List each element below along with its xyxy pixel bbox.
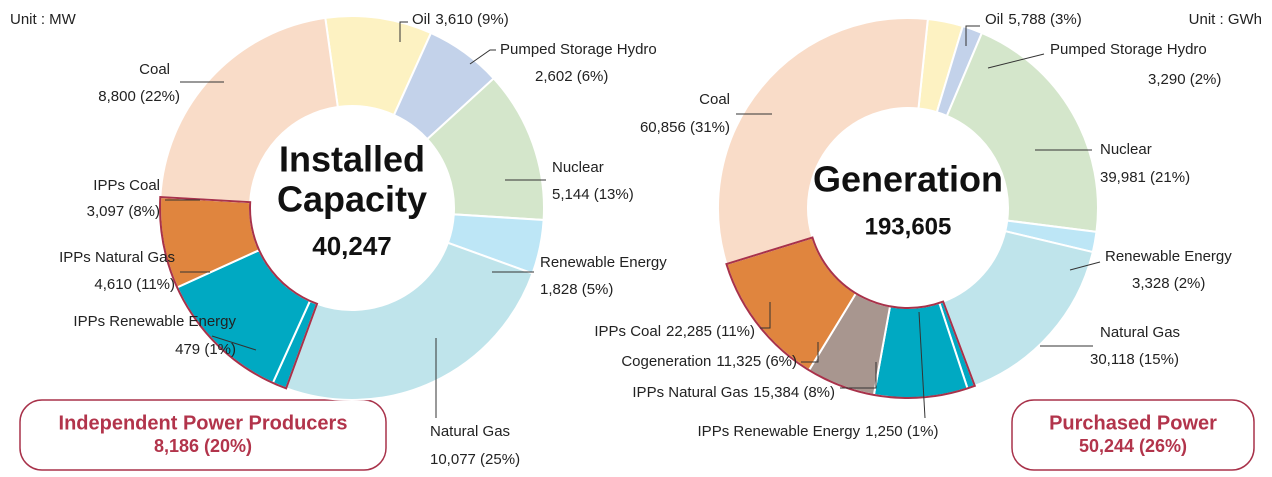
donut-segment [941, 229, 1095, 388]
center-total: 40,247 [312, 231, 392, 261]
group-title: Independent Power Producers [59, 412, 348, 434]
group-total: 50,244 (26%) [1079, 436, 1187, 456]
segment-name: Pumped Storage Hydro [500, 41, 657, 58]
segment-name: Nuclear [552, 159, 604, 176]
segment-value: 479 (1%) [175, 341, 236, 358]
group-box [1011, 399, 1255, 471]
segment-name: Oil [985, 11, 1003, 28]
segment-name: Pumped Storage Hydro [1050, 41, 1207, 58]
leader-line [1069, 261, 1101, 271]
segment-label: Cogeneration 11,325 (6%) [621, 353, 797, 370]
segment-name: Renewable Energy [540, 254, 667, 271]
donut-segment [717, 17, 929, 266]
center-title: Generation [813, 159, 1003, 200]
segment-name: Natural Gas [430, 423, 510, 440]
center-circle [811, 111, 1005, 305]
segment-label: IPPs Renewable Energy 1,250 (1%) [698, 423, 939, 440]
highlight-outline [159, 195, 319, 390]
segment-name: Nuclear [1100, 141, 1152, 158]
leader-line [211, 335, 257, 351]
group-share: (20%) [204, 436, 252, 456]
segment-value: 30,118 (15%) [1090, 351, 1179, 368]
segment-value: 3,097 (8%) [87, 203, 160, 220]
segment-name: Oil [412, 11, 430, 28]
center-title: Installed [279, 139, 425, 180]
segment-value: 5,144 (13%) [552, 186, 634, 203]
segment-name: IPPs Coal [594, 323, 661, 340]
segment-name: IPPs Renewable Energy [698, 423, 861, 440]
segment-value: 1,250 (1%) [865, 423, 938, 440]
leader-line [801, 342, 819, 363]
segment-value: 4,610 (11%) [94, 276, 175, 293]
segment-value: 22,285 (11%) [666, 323, 755, 340]
segment-label: Oil 5,788 (3%) [985, 11, 1082, 28]
segment-value: 2,602 (6%) [535, 68, 608, 85]
leader-line [987, 53, 1045, 69]
leader-line [840, 362, 877, 389]
group-value: 8,186 [154, 436, 199, 456]
group-share: (26%) [1139, 436, 1187, 456]
center-circle [253, 109, 451, 307]
group-title: Purchased Power [1049, 412, 1217, 434]
unit-label: Unit : MW [10, 11, 77, 28]
segment-name: IPPs Coal [93, 177, 160, 194]
segment-value: 10,077 (25%) [430, 451, 520, 468]
segment-value: 3,290 (2%) [1148, 71, 1221, 88]
segment-name: IPPs Renewable Energy [73, 313, 236, 330]
segment-value: 3,610 (9%) [435, 11, 508, 28]
segment-value: 5,788 (3%) [1008, 11, 1081, 28]
segment-name: Natural Gas [1100, 324, 1180, 341]
leader-line [760, 302, 771, 329]
group-box [19, 399, 387, 471]
segment-name: Coal [699, 91, 730, 108]
leader-line [399, 21, 408, 42]
leader-line [965, 25, 980, 46]
segment-value: 3,328 (2%) [1132, 275, 1205, 292]
center-title: Capacity [277, 179, 427, 220]
segment-name: IPPs Natural Gas [632, 384, 748, 401]
group-total: 8,186 (20%) [154, 436, 252, 456]
segment-value: 15,384 (8%) [753, 384, 835, 401]
segment-name: Cogeneration [621, 353, 711, 370]
leader-line [469, 49, 496, 65]
segment-value: 11,325 (6%) [716, 353, 797, 370]
center-total: 193,605 [865, 213, 952, 240]
group-value: 50,244 [1079, 436, 1134, 456]
segment-value: 39,981 (21%) [1100, 169, 1190, 186]
segment-name: Renewable Energy [1105, 248, 1232, 265]
donut-segment [284, 241, 534, 401]
segment-label: IPPs Coal 22,285 (11%) [594, 323, 755, 340]
highlight-outline [725, 236, 977, 399]
donut-segment [159, 16, 339, 204]
donut-segment [945, 31, 1099, 234]
segment-name: Coal [139, 61, 170, 78]
segment-label: Oil 3,610 (9%) [412, 11, 509, 28]
segment-label: IPPs Natural Gas 15,384 (8%) [632, 384, 835, 401]
segment-value: 8,800 (22%) [98, 88, 180, 105]
leader-line [918, 311, 926, 419]
segment-name: IPPs Natural Gas [59, 249, 175, 266]
segment-value: 1,828 (5%) [540, 281, 613, 298]
unit-label: Unit : GWh [1189, 11, 1262, 28]
segment-value: 60,856 (31%) [640, 119, 730, 136]
